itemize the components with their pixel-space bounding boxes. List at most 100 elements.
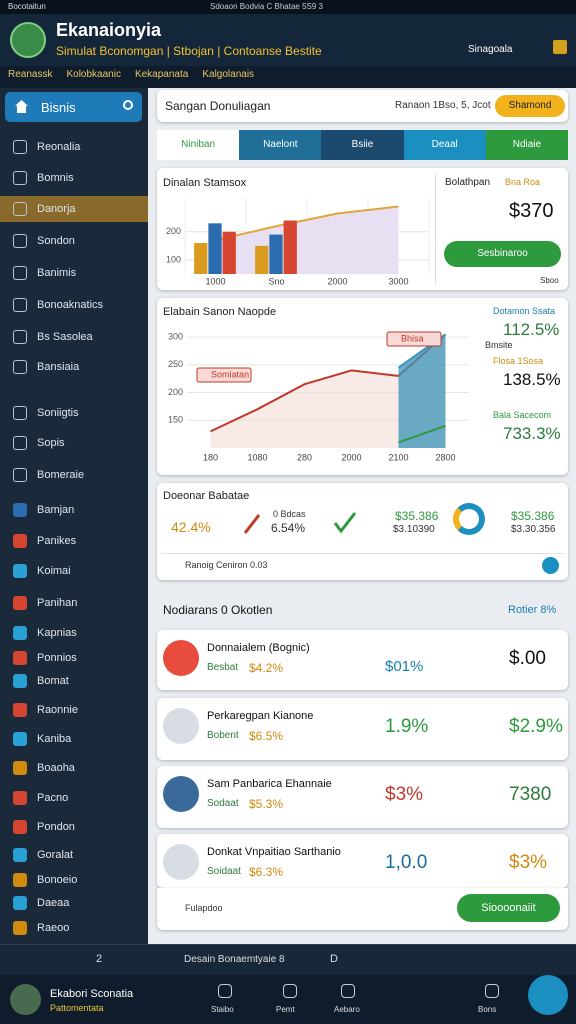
breadcrumb[interactable]: Kalgolanais [202, 69, 255, 80]
fab[interactable] [528, 975, 568, 1015]
sidebar-item[interactable]: Bomat [0, 668, 148, 694]
sidebar-item[interactable]: Bamjan [0, 497, 148, 523]
stat-value: 733.3% [503, 424, 561, 443]
nav-label[interactable]: Bons [478, 1005, 497, 1014]
bar [255, 245, 269, 274]
stat-value: 112.5% [503, 320, 560, 339]
sidebar-item[interactable]: Bomnis [0, 165, 148, 191]
tab[interactable]: Naelont [239, 130, 322, 160]
sidebar-item[interactable]: Bomeraie [0, 462, 148, 488]
list-sub: Bobent [207, 730, 239, 741]
item-label: Pacno [37, 792, 69, 804]
breadcrumb[interactable]: Kekapanata [134, 69, 189, 80]
sidebar-item[interactable]: Soniigtis [0, 400, 148, 426]
list-sub: Besbat [207, 662, 239, 673]
item-label: Bomeraie [37, 469, 85, 481]
tab[interactable]: Niniban [157, 130, 240, 160]
item-icon [13, 468, 27, 482]
x-tick-label: 280 [297, 452, 312, 462]
list-title: Perkaregpan Kianone [207, 710, 314, 722]
nav-avatar[interactable] [10, 984, 41, 1015]
top-button[interactable]: Shamond [495, 95, 565, 117]
stat-label: Dotamon Ssata [493, 306, 556, 316]
search-button[interactable]: Bisnis [5, 92, 142, 122]
status-bar: Bocotaitun Sdoaon Bodvia C Bhatae 5S9 3 [0, 0, 576, 14]
sidebar-item[interactable]: Danorja [0, 196, 148, 222]
breadcrumb[interactable]: Kolobkaanic [66, 69, 121, 80]
sidebar-item[interactable]: Bonoaknatics [0, 292, 148, 318]
sidebar-item[interactable]: Panihan [0, 590, 148, 616]
callout: Somiatan [211, 369, 249, 379]
item-label: Kaniba [37, 733, 72, 745]
summary-fourth-sub: $3.30.356 [511, 524, 556, 535]
sidebar-item[interactable]: Bansiaia [0, 354, 148, 380]
sidebar-item[interactable]: Bs Sasolea [0, 324, 148, 350]
nav-label[interactable]: Staibo [211, 1005, 234, 1014]
sidebar-item[interactable]: Panikes [0, 528, 148, 554]
item-icon [13, 234, 27, 248]
sidebar-item[interactable]: Pondon [0, 814, 148, 840]
badge-icon[interactable] [553, 40, 567, 54]
nav-label[interactable]: Pemt [276, 1005, 295, 1014]
item-icon [13, 896, 27, 910]
section-link[interactable]: Rotier 8% [508, 604, 557, 616]
tab[interactable]: Deaal [403, 130, 486, 160]
breadcrumb[interactable]: Reanassk [8, 69, 53, 80]
line [215, 205, 399, 242]
x-tick-label: 180 [203, 452, 218, 462]
item-label: Daeaa [37, 897, 70, 909]
list-card[interactable]: Donkat Vnpaitiao Sarthanio Soidaat $6.3% 1,… [157, 834, 568, 888]
sidebar-item[interactable]: Raonnie [0, 697, 148, 723]
trend-icons [243, 512, 357, 534]
sidebar-item[interactable]: Boaoha [0, 755, 148, 781]
item-icon [13, 171, 27, 185]
summary-fourth: $35.386 [511, 509, 555, 523]
item-label: Danorja [37, 203, 76, 215]
list-card[interactable]: Donnaialem (Bognic) Besbat $4.2% $01% $.00 [157, 630, 568, 690]
nav-icon[interactable] [341, 984, 355, 998]
list-right: $2.9% [509, 716, 563, 737]
sidebar-item[interactable]: Kapnias [0, 620, 148, 646]
bar-chart: 100 200 1000 Sno 2000 3000 [166, 198, 430, 286]
sidebar-item[interactable]: Reonalia [0, 134, 148, 160]
sidebar-item[interactable]: Ponnios [0, 645, 148, 671]
sidebar-item[interactable]: Raeoo [0, 915, 148, 941]
x-tick-label: Sno [268, 276, 284, 286]
y-tick-label: 100 [166, 254, 181, 264]
bottom-bar: 2 Desain Bonaemtyaie 8 D [0, 944, 576, 975]
side-button[interactable]: Sesbinaroo [444, 241, 561, 267]
avatar[interactable] [10, 22, 46, 58]
summary-title: Doeonar Babatae [163, 490, 250, 502]
side-note: Sboo [540, 276, 559, 285]
sidebar-item[interactable]: Pacno [0, 785, 148, 811]
nav-label[interactable]: Aebaro [334, 1005, 360, 1014]
x-tick-label: 3000 [388, 276, 408, 286]
list-footer-button[interactable]: Sioooonaiit [457, 894, 560, 922]
sidebar-item[interactable]: Koimai [0, 558, 148, 584]
sidebar-item[interactable]: Banimis [0, 260, 148, 286]
home-icon [15, 100, 28, 113]
x-tick-label: 1000 [205, 276, 225, 286]
badge[interactable]: Sinagoala [468, 44, 513, 55]
nav-icon[interactable] [218, 984, 232, 998]
sidebar-item[interactable]: Goralat [0, 842, 148, 868]
list-card[interactable]: Sam Panbarica Ehannaie Sodaat $5.3% $3% 7380 [157, 766, 568, 828]
sidebar-item[interactable]: Sopis [0, 430, 148, 456]
item-label: Kapnias [37, 627, 77, 639]
nav-user-sub: Pattomentata [50, 1003, 104, 1013]
callout: Bhisa [401, 333, 424, 343]
sidebar-item[interactable]: Daeaa [0, 890, 148, 916]
item-icon [13, 360, 27, 374]
sidebar-item[interactable]: Kaniba [0, 726, 148, 752]
tab[interactable]: Ndiaie [485, 130, 569, 160]
sidebar-item[interactable]: Bonoeio [0, 867, 148, 893]
nav-icon[interactable] [485, 984, 499, 998]
next-button[interactable] [542, 557, 559, 574]
bottom-label: Desain Bonaemtyaie 8 [184, 954, 285, 965]
tab[interactable]: Bsiie [321, 130, 404, 160]
summary-third: $35.386 [395, 509, 439, 523]
sidebar-item[interactable]: Sondon [0, 228, 148, 254]
nav-icon[interactable] [283, 984, 297, 998]
list-card[interactable]: Perkaregpan Kianone Bobent $6.5% 1.9% $2.9% [157, 698, 568, 760]
